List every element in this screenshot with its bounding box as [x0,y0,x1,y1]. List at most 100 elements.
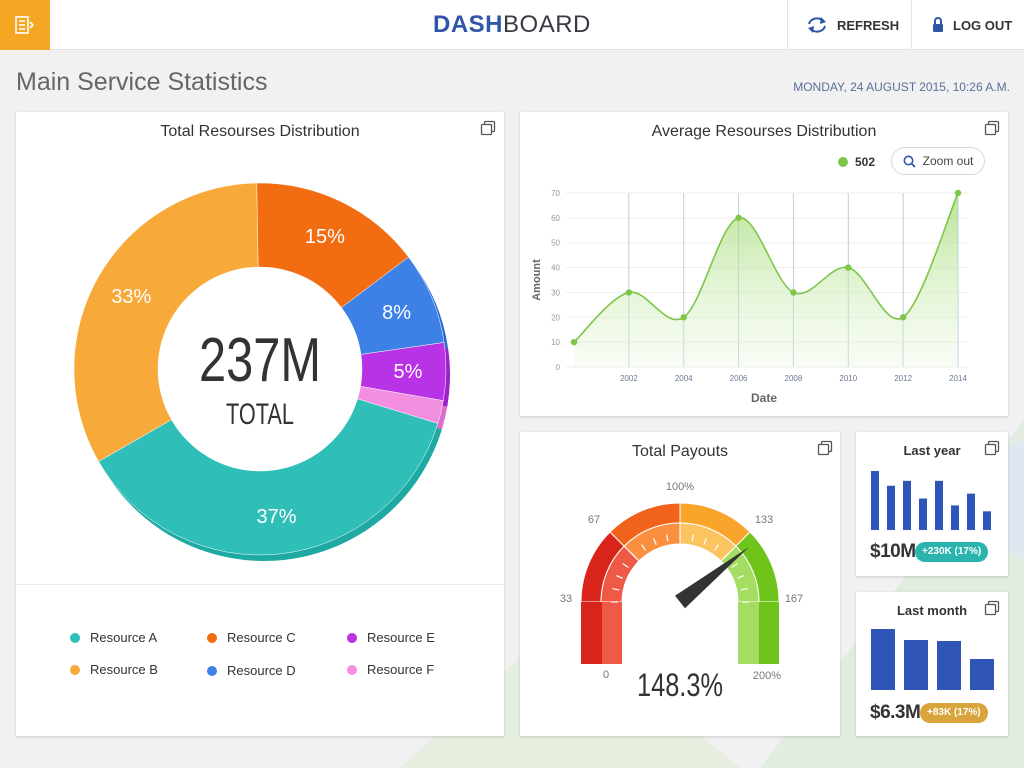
gauge-tick [641,544,647,551]
bar [919,498,927,530]
bar [983,511,991,530]
y-tick-label: 30 [551,288,560,297]
legend-dot [207,665,217,676]
legend-label: Resource C [227,630,296,645]
line-card-title: Average Resourses Distribution [651,123,877,140]
average-resources-card: Average Resourses Distribution 502 Zoom … [520,112,1008,416]
line-point [954,189,962,197]
copy-icon[interactable] [480,120,496,136]
series-legend[interactable]: 502 [838,155,875,169]
legend-label: Resource A [90,630,158,645]
line-area [574,193,958,367]
copy-icon[interactable] [817,440,833,456]
series-legend-value: 502 [855,155,876,169]
legend-item-resource-a[interactable]: Resource A [70,630,157,645]
y-axis-label: Amount [531,259,543,301]
last-month-amount: $6.3M [870,702,921,723]
gauge-leg [581,602,602,664]
line-point [735,214,742,222]
gauge-tick-label: 200% [753,670,781,682]
bar [935,480,943,530]
zoom-out-button[interactable]: Zoom out [891,147,985,175]
x-tick-label: 2012 [894,374,912,383]
gauge-tick [723,552,730,559]
gauge-tick-label: 167 [785,593,803,605]
legend-item-resource-b[interactable]: Resource B [70,662,158,677]
x-tick-label: 2006 [730,374,748,383]
x-axis-label: Date [751,391,777,405]
line-point [845,264,852,271]
last-year-title: Last year [903,443,961,458]
gauge-tick-label: 33 [560,593,572,605]
line-point [570,338,578,346]
refresh-label: REFRESH [837,17,900,33]
gauge-tick [612,587,620,591]
bar [903,480,911,530]
gauge-leg [738,602,759,664]
donut-slice-label: 33% [111,286,151,308]
x-tick-label: 2014 [949,374,967,383]
donut-slice-label: 5% [394,361,423,383]
x-tick-label: 2004 [675,374,693,383]
last-month-title: Last month [896,603,968,618]
last-year-bar-chart [871,470,991,530]
line-chart: 0 10 20 30 40 50 60 70 2002 2004 2006 2008 2010 2012 2… [531,189,968,405]
gauge-tick-label: 0 [603,669,609,681]
bar [904,640,928,690]
legend-item-resource-e[interactable]: Resource E [347,630,435,645]
copy-icon[interactable] [984,440,1000,456]
bar [937,641,961,690]
gauge-value: 148.3% [637,667,723,703]
legend-item-resource-f[interactable]: Resource F [347,662,434,677]
gauge-tick [653,538,657,545]
legend-dot [70,632,80,643]
y-tick-label: 50 [551,239,560,248]
y-tick-label: 60 [551,214,560,223]
donut-center-label: TOTAL [226,398,294,431]
gauge-leg [602,602,622,664]
last-month-badge: +83K (17%) [920,703,988,723]
y-tick-label: 0 [556,363,561,372]
gauge-tick-label: 67 [588,514,600,526]
legend-item-resource-d[interactable]: Resource D [207,663,296,678]
total-resources-card: Total Resourses Distribution 37% 33% 15% 8%… [16,112,504,736]
copy-icon[interactable] [984,600,1000,616]
logout-button[interactable]: LOG OUT [911,0,1024,50]
gauge-chart: 0 33 67 100% 133 167 200% 148.3% [560,481,803,703]
last-year-amount: $10M [870,541,916,562]
legend-dot [347,664,357,675]
gauge-tick [737,575,744,579]
gauge-tick-label: 100% [666,481,694,493]
gauge-tick [731,563,738,569]
line-point [625,289,633,296]
legend-item-resource-c[interactable]: Resource C [207,630,296,645]
search-icon [903,155,916,168]
gauge-tick [665,534,669,542]
refresh-button[interactable]: REFRESH [787,0,911,50]
gauge-tick [713,544,719,551]
gauge-needle [675,547,749,609]
last-month-bar-chart [871,629,994,690]
last-year-badge: +230K (17%) [915,542,989,562]
donut-card-title: Total Resourses Distribution [160,123,360,140]
page-title: Main Service Statistics [16,68,268,96]
menu-toggle-button[interactable] [0,0,50,50]
top-bar: DASHBOARD REFRESH LOG OUT [0,0,1024,50]
gauge-tick [703,538,707,545]
series-legend-dot [838,157,848,167]
legend-label: Resource E [367,630,435,645]
copy-icon[interactable] [984,120,1000,136]
y-tick-label: 40 [551,264,560,273]
donut-center-value: 237M [199,326,321,395]
bar [871,629,895,690]
legend-dot [70,664,80,675]
gauge-tick [622,563,629,569]
gauge-card-title: Total Payouts [631,443,729,460]
bar [970,659,994,690]
logout-label: LOG OUT [953,17,1013,33]
legend-label: Resource F [367,662,435,677]
x-tick-label: 2002 [620,374,638,383]
bar [967,493,975,530]
bar [887,485,895,530]
